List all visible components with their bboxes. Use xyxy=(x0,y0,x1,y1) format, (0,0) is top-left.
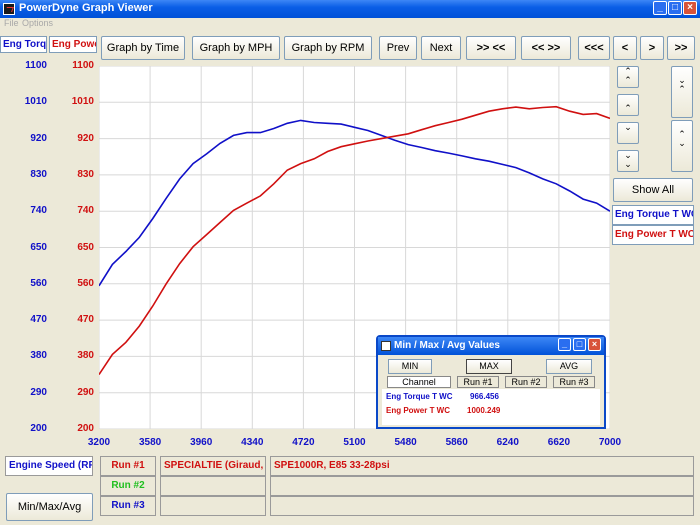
y-tick-label-right: 1100 xyxy=(72,60,94,71)
series-line-power xyxy=(99,105,610,376)
run-3-notes xyxy=(270,496,694,516)
x-tick-label: 3580 xyxy=(138,437,162,448)
legend-power[interactable]: Eng Power T WC xyxy=(612,225,694,245)
y-tick-label-left: 1100 xyxy=(25,60,47,71)
menu-options[interactable]: Options xyxy=(22,18,54,28)
scroll-far-right-button[interactable]: >> xyxy=(667,36,695,60)
run-1-driver: SPECIALTIE (Giraud, J) xyxy=(160,456,266,476)
x-tick-label: 5100 xyxy=(343,437,366,448)
dialog-close-button[interactable]: × xyxy=(588,338,601,351)
series-line-torque xyxy=(99,119,610,287)
min-max-avg-dialog: Min / Max / Avg Values _ □ × MIN MAX AVG… xyxy=(376,335,606,429)
y-tick-label-right: 200 xyxy=(77,423,94,434)
y-tick-label-left: 200 xyxy=(30,423,47,434)
col-run-3[interactable]: Run #3 xyxy=(553,376,595,388)
run-1-notes: SPE1000R, E85 33-28psi xyxy=(270,456,694,476)
y-tick-label-right: 1010 xyxy=(71,96,94,108)
next-button[interactable]: Next xyxy=(421,36,461,60)
x-channel-select[interactable]: Engine Speed (RPM) xyxy=(5,456,93,476)
scale-down-button[interactable]: ⌄ xyxy=(617,122,639,144)
legend-torque[interactable]: Eng Torque T WC xyxy=(612,205,694,225)
col-run-1[interactable]: Run #1 xyxy=(457,376,499,388)
y-tick-label-right: 560 xyxy=(77,277,94,289)
minimize-button[interactable]: _ xyxy=(653,1,667,15)
x-tick-label: 4720 xyxy=(292,437,315,448)
col-channel[interactable]: Channel xyxy=(387,376,451,388)
y-tick-label-right: 290 xyxy=(77,386,94,398)
run-1-label[interactable]: Run #1 xyxy=(100,456,156,476)
scale-up-fast-button[interactable]: ⌃ ⌃ xyxy=(617,66,639,88)
run-3-driver xyxy=(160,496,266,516)
y-tick-label-left: 380 xyxy=(30,350,47,362)
close-button[interactable]: × xyxy=(683,1,697,15)
run-3-label[interactable]: Run #3 xyxy=(100,496,156,516)
tab-max[interactable]: MAX xyxy=(466,359,512,374)
window-title: PowerDyne Graph Viewer xyxy=(19,2,153,14)
y-tick-label-left: 560 xyxy=(30,277,47,289)
graph-by-mph-button[interactable]: Graph by MPH xyxy=(192,36,280,60)
zoom-y-out-button[interactable]: ⌄ ⌃ xyxy=(671,66,693,118)
y-tick-label-right: 380 xyxy=(77,350,94,362)
dialog-minimize-button[interactable]: _ xyxy=(558,338,571,351)
prev-button[interactable]: Prev xyxy=(379,36,417,60)
row-torque-channel: Eng Torque T WC xyxy=(386,392,453,401)
y-tick-label-right: 740 xyxy=(77,205,94,217)
zoom-in-button[interactable]: >> << xyxy=(466,36,516,60)
x-tick-label: 4340 xyxy=(241,437,264,448)
x-tick-label: 7000 xyxy=(598,437,622,448)
dialog-maximize-button[interactable]: □ xyxy=(573,338,586,351)
scroll-left-button[interactable]: < xyxy=(613,36,637,60)
power-channel-header[interactable]: Eng Powe xyxy=(49,36,97,53)
run-2-driver xyxy=(160,476,266,496)
y-tick-label-right: 830 xyxy=(77,168,94,180)
row-power-run-1: 1000.249 xyxy=(467,406,501,415)
col-run-2[interactable]: Run #2 xyxy=(505,376,547,388)
zoom-y-in-button[interactable]: ⌃ ⌄ xyxy=(671,120,693,172)
y-tick-label-left: 290 xyxy=(30,386,47,398)
dialog-values-table: Eng Torque T WC 966.456 Eng Power T WC 1… xyxy=(382,389,600,425)
x-tick-label: 3200 xyxy=(87,437,111,448)
y-tick-label-left: 470 xyxy=(30,314,47,326)
title-bar: PowerDyne Graph Viewer _ □ × xyxy=(0,0,700,18)
torque-channel-header[interactable]: Eng Torq xyxy=(0,36,47,53)
menu-bar: File Options xyxy=(0,18,700,30)
dialog-title-bar: Min / Max / Avg Values _ □ × xyxy=(378,337,604,355)
graph-by-rpm-button[interactable]: Graph by RPM xyxy=(284,36,372,60)
scale-down-fast-button[interactable]: ⌄ ⌄ xyxy=(617,150,639,172)
x-tick-label: 3960 xyxy=(190,437,213,448)
y-tick-label-left: 740 xyxy=(30,205,47,217)
x-tick-label: 6620 xyxy=(547,437,571,448)
graph-by-time-button[interactable]: Graph by Time xyxy=(101,36,185,60)
run-2-notes xyxy=(270,476,694,496)
min-max-avg-button[interactable]: Min/Max/Avg xyxy=(6,493,93,521)
scroll-right-button[interactable]: > xyxy=(640,36,664,60)
x-tick-label: 5860 xyxy=(445,437,468,448)
maximize-button[interactable]: □ xyxy=(668,1,682,15)
y-tick-label-left: 920 xyxy=(30,132,47,144)
row-power-channel: Eng Power T WC xyxy=(386,406,450,415)
run-2-label[interactable]: Run #2 xyxy=(100,476,156,496)
tab-avg[interactable]: AVG xyxy=(546,359,592,374)
y-tick-label-left: 650 xyxy=(30,241,47,253)
y-tick-label-right: 470 xyxy=(77,314,94,326)
zoom-out-button[interactable]: << >> xyxy=(521,36,571,60)
scroll-far-left-button[interactable]: <<< xyxy=(578,36,610,60)
tab-min[interactable]: MIN xyxy=(388,359,432,374)
y-tick-label-right: 650 xyxy=(77,241,94,253)
scale-up-button[interactable]: ⌃ xyxy=(617,94,639,116)
y-tick-label-left: 1010 xyxy=(24,96,47,108)
y-tick-label-right: 920 xyxy=(77,132,94,144)
dialog-title: Min / Max / Avg Values xyxy=(394,340,500,351)
x-tick-label: 6240 xyxy=(496,437,519,448)
y-tick-label-left: 830 xyxy=(30,168,47,180)
show-all-button[interactable]: Show All xyxy=(613,178,693,202)
app-icon xyxy=(3,3,15,15)
x-tick-label: 5480 xyxy=(394,437,417,448)
menu-file[interactable]: File xyxy=(4,18,19,28)
row-torque-run-1: 966.456 xyxy=(470,392,499,401)
dialog-icon xyxy=(381,341,391,351)
